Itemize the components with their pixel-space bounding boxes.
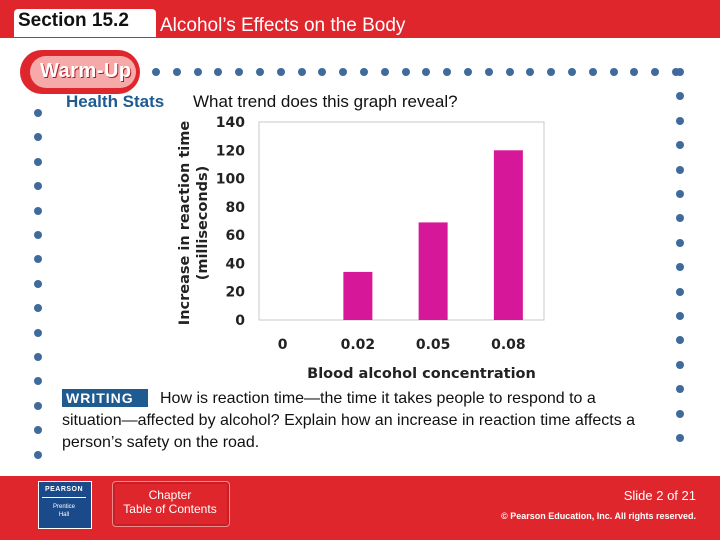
decorative-dot bbox=[676, 239, 684, 247]
decorative-dot bbox=[630, 68, 638, 76]
decorative-dot bbox=[34, 255, 42, 263]
decorative-dot bbox=[34, 353, 42, 361]
decorative-dot bbox=[34, 329, 42, 337]
decorative-dot bbox=[34, 133, 42, 141]
decorative-dot bbox=[34, 182, 42, 190]
decorative-dot bbox=[34, 377, 42, 385]
pearson-logo-imprint: Prentice Hall bbox=[52, 504, 75, 518]
plot-frame bbox=[258, 121, 545, 321]
decorative-dot bbox=[676, 288, 684, 296]
decorative-dot bbox=[651, 68, 659, 76]
writing-prompt: How is reaction time—the time it takes p… bbox=[62, 390, 636, 451]
decorative-dot bbox=[34, 426, 42, 434]
x-axis-title: Blood alcohol concentration bbox=[307, 366, 536, 382]
y-tick-label: 60 bbox=[226, 228, 246, 244]
decorative-dot bbox=[152, 68, 160, 76]
decorative-dot bbox=[360, 68, 368, 76]
y-tick-label: 100 bbox=[216, 172, 245, 188]
decorative-dot bbox=[676, 117, 684, 125]
x-tick-label: 0 bbox=[278, 337, 288, 353]
decorative-dot bbox=[676, 166, 684, 174]
decorative-dot bbox=[526, 68, 534, 76]
x-tick-label: 0.08 bbox=[491, 337, 526, 353]
pearson-logo-rule bbox=[42, 497, 86, 498]
y-tick-label: 0 bbox=[235, 313, 245, 329]
y-tick-label: 120 bbox=[216, 143, 245, 159]
header-divider bbox=[0, 38, 720, 40]
bar-0.08 bbox=[493, 150, 523, 320]
decorative-dot bbox=[422, 68, 430, 76]
decorative-dot bbox=[214, 68, 222, 76]
decorative-dot bbox=[589, 68, 597, 76]
reaction-time-bar-chart: 0 20 40 60 80 100 120 140 0 0.02 0.05 0.08 Increase… bbox=[177, 115, 545, 382]
y-tick-label: 40 bbox=[226, 256, 246, 272]
decorative-dot bbox=[34, 207, 42, 215]
decorative-dot bbox=[676, 434, 684, 442]
decorative-dot bbox=[464, 68, 472, 76]
y-tick-label: 80 bbox=[226, 200, 246, 216]
slide-title: Alcohol’s Effects on the Body bbox=[160, 15, 406, 36]
decorative-dot bbox=[676, 214, 684, 222]
decorative-dot bbox=[676, 312, 684, 320]
warmup-badge-inner bbox=[30, 56, 136, 88]
writing-badge-label: WRITING bbox=[66, 390, 134, 406]
decorative-dot bbox=[34, 402, 42, 410]
decorative-dot bbox=[443, 68, 451, 76]
decorative-dot bbox=[235, 68, 243, 76]
copyright: © Pearson Education, Inc. All rights res… bbox=[501, 511, 696, 521]
decorative-dot bbox=[676, 336, 684, 344]
decorative-dot bbox=[610, 68, 618, 76]
decorative-dot bbox=[506, 68, 514, 76]
y-tick-label: 140 bbox=[216, 115, 245, 131]
decorative-dot bbox=[676, 190, 684, 198]
writing-badge bbox=[62, 389, 148, 407]
warmup-question: What trend does this graph reveal? bbox=[193, 92, 458, 111]
bar-0.02 bbox=[343, 271, 373, 320]
decorative-dot bbox=[34, 231, 42, 239]
table-of-contents-label[interactable]: Chapter Table of Contents bbox=[123, 488, 217, 516]
decorative-dot bbox=[173, 68, 181, 76]
pearson-logo bbox=[38, 481, 92, 529]
decorative-dot bbox=[298, 68, 306, 76]
pearson-logo-name: PEARSON bbox=[44, 486, 84, 493]
x-tick-label: 0.05 bbox=[416, 337, 451, 353]
decorative-dot bbox=[339, 68, 347, 76]
decorative-dot bbox=[34, 451, 42, 459]
y-axis-title: Increase in reaction time (milliseconds) bbox=[177, 121, 211, 326]
decorative-dot bbox=[34, 280, 42, 288]
x-tick-label: 0.02 bbox=[341, 337, 376, 353]
footer-bar bbox=[0, 474, 720, 540]
bar-0.05 bbox=[418, 222, 448, 320]
decorative-dot bbox=[547, 68, 555, 76]
decorative-dot bbox=[676, 361, 684, 369]
decorative-dot bbox=[34, 304, 42, 312]
decorative-dot bbox=[381, 68, 389, 76]
decorative-dot bbox=[676, 410, 684, 418]
footer-divider bbox=[0, 474, 720, 476]
slide-number: Slide 2 of 21 bbox=[623, 488, 696, 503]
decorative-dot bbox=[34, 158, 42, 166]
warmup-label: Warm-Up bbox=[40, 60, 132, 82]
decorative-dot bbox=[568, 68, 576, 76]
decorative-dot bbox=[277, 68, 285, 76]
decorative-dot bbox=[194, 68, 202, 76]
table-of-contents-button[interactable] bbox=[112, 481, 230, 527]
decorative-dot bbox=[676, 92, 684, 100]
decorative-dot bbox=[676, 141, 684, 149]
decorative-dot bbox=[676, 385, 684, 393]
y-tick-label: 20 bbox=[226, 285, 246, 301]
decorative-dot bbox=[676, 263, 684, 271]
decorative-dot bbox=[256, 68, 264, 76]
decorative-dot bbox=[318, 68, 326, 76]
section-label: Section 15.2 bbox=[18, 10, 129, 31]
decorative-dot bbox=[485, 68, 493, 76]
decorative-dot bbox=[34, 109, 42, 117]
section-tab bbox=[14, 9, 156, 37]
health-stats-label: Health Stats bbox=[66, 92, 165, 111]
decorative-dot bbox=[676, 68, 684, 76]
decorative-dot bbox=[402, 68, 410, 76]
